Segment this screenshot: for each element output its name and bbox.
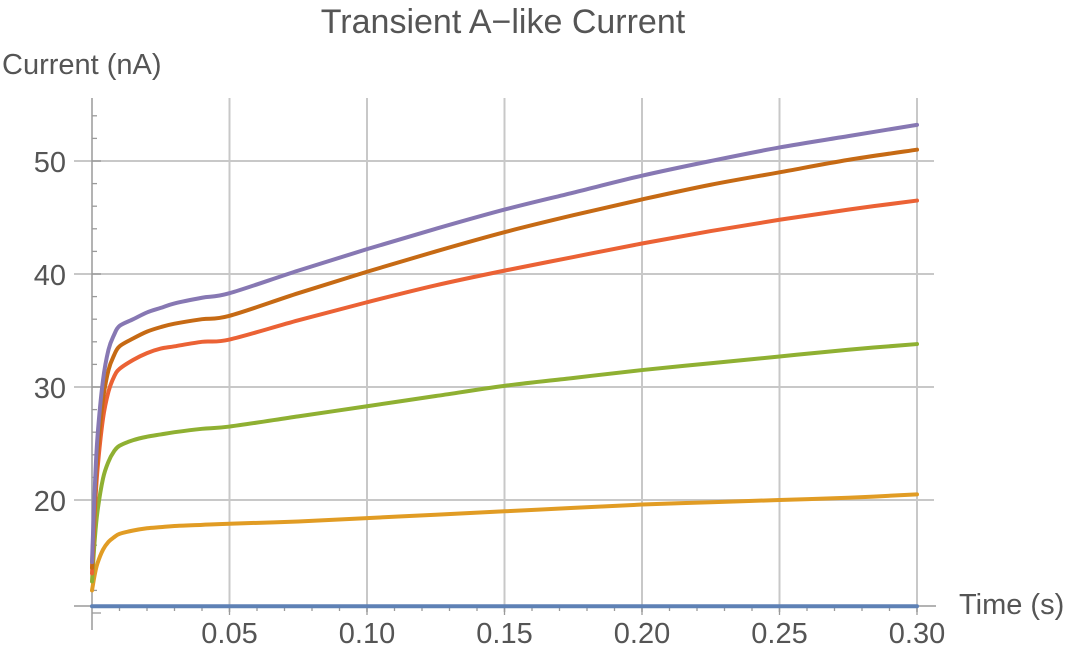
x-tick-label: 0.15 [476,618,532,650]
y-tick-label: 20 [34,486,66,518]
series-line-5 [90,147,919,570]
y-tick-label: 40 [34,260,66,292]
series-lines [90,122,919,609]
y-tick-label: 30 [34,373,66,405]
y-axis-label: Current (nA) [2,49,162,81]
series-line-3 [90,342,919,584]
series-line-2 [90,492,919,593]
series-line-4 [90,198,919,576]
series-line-6 [90,122,919,565]
x-tick-label: 0.10 [339,618,395,650]
x-tick-label: 0.05 [201,618,257,650]
y-tick-label: 50 [34,147,66,179]
chart-title: Transient A−like Current [321,3,686,41]
x-tick-label: 0.25 [751,618,807,650]
x-tick-label: 0.30 [889,618,945,650]
tick-labels: 0.05 0.10 0.15 0.20 0.25 0.30 20 30 40 50 [34,147,945,650]
x-axis-label: Time (s) [959,589,1064,621]
x-tick-label: 0.20 [614,618,670,650]
